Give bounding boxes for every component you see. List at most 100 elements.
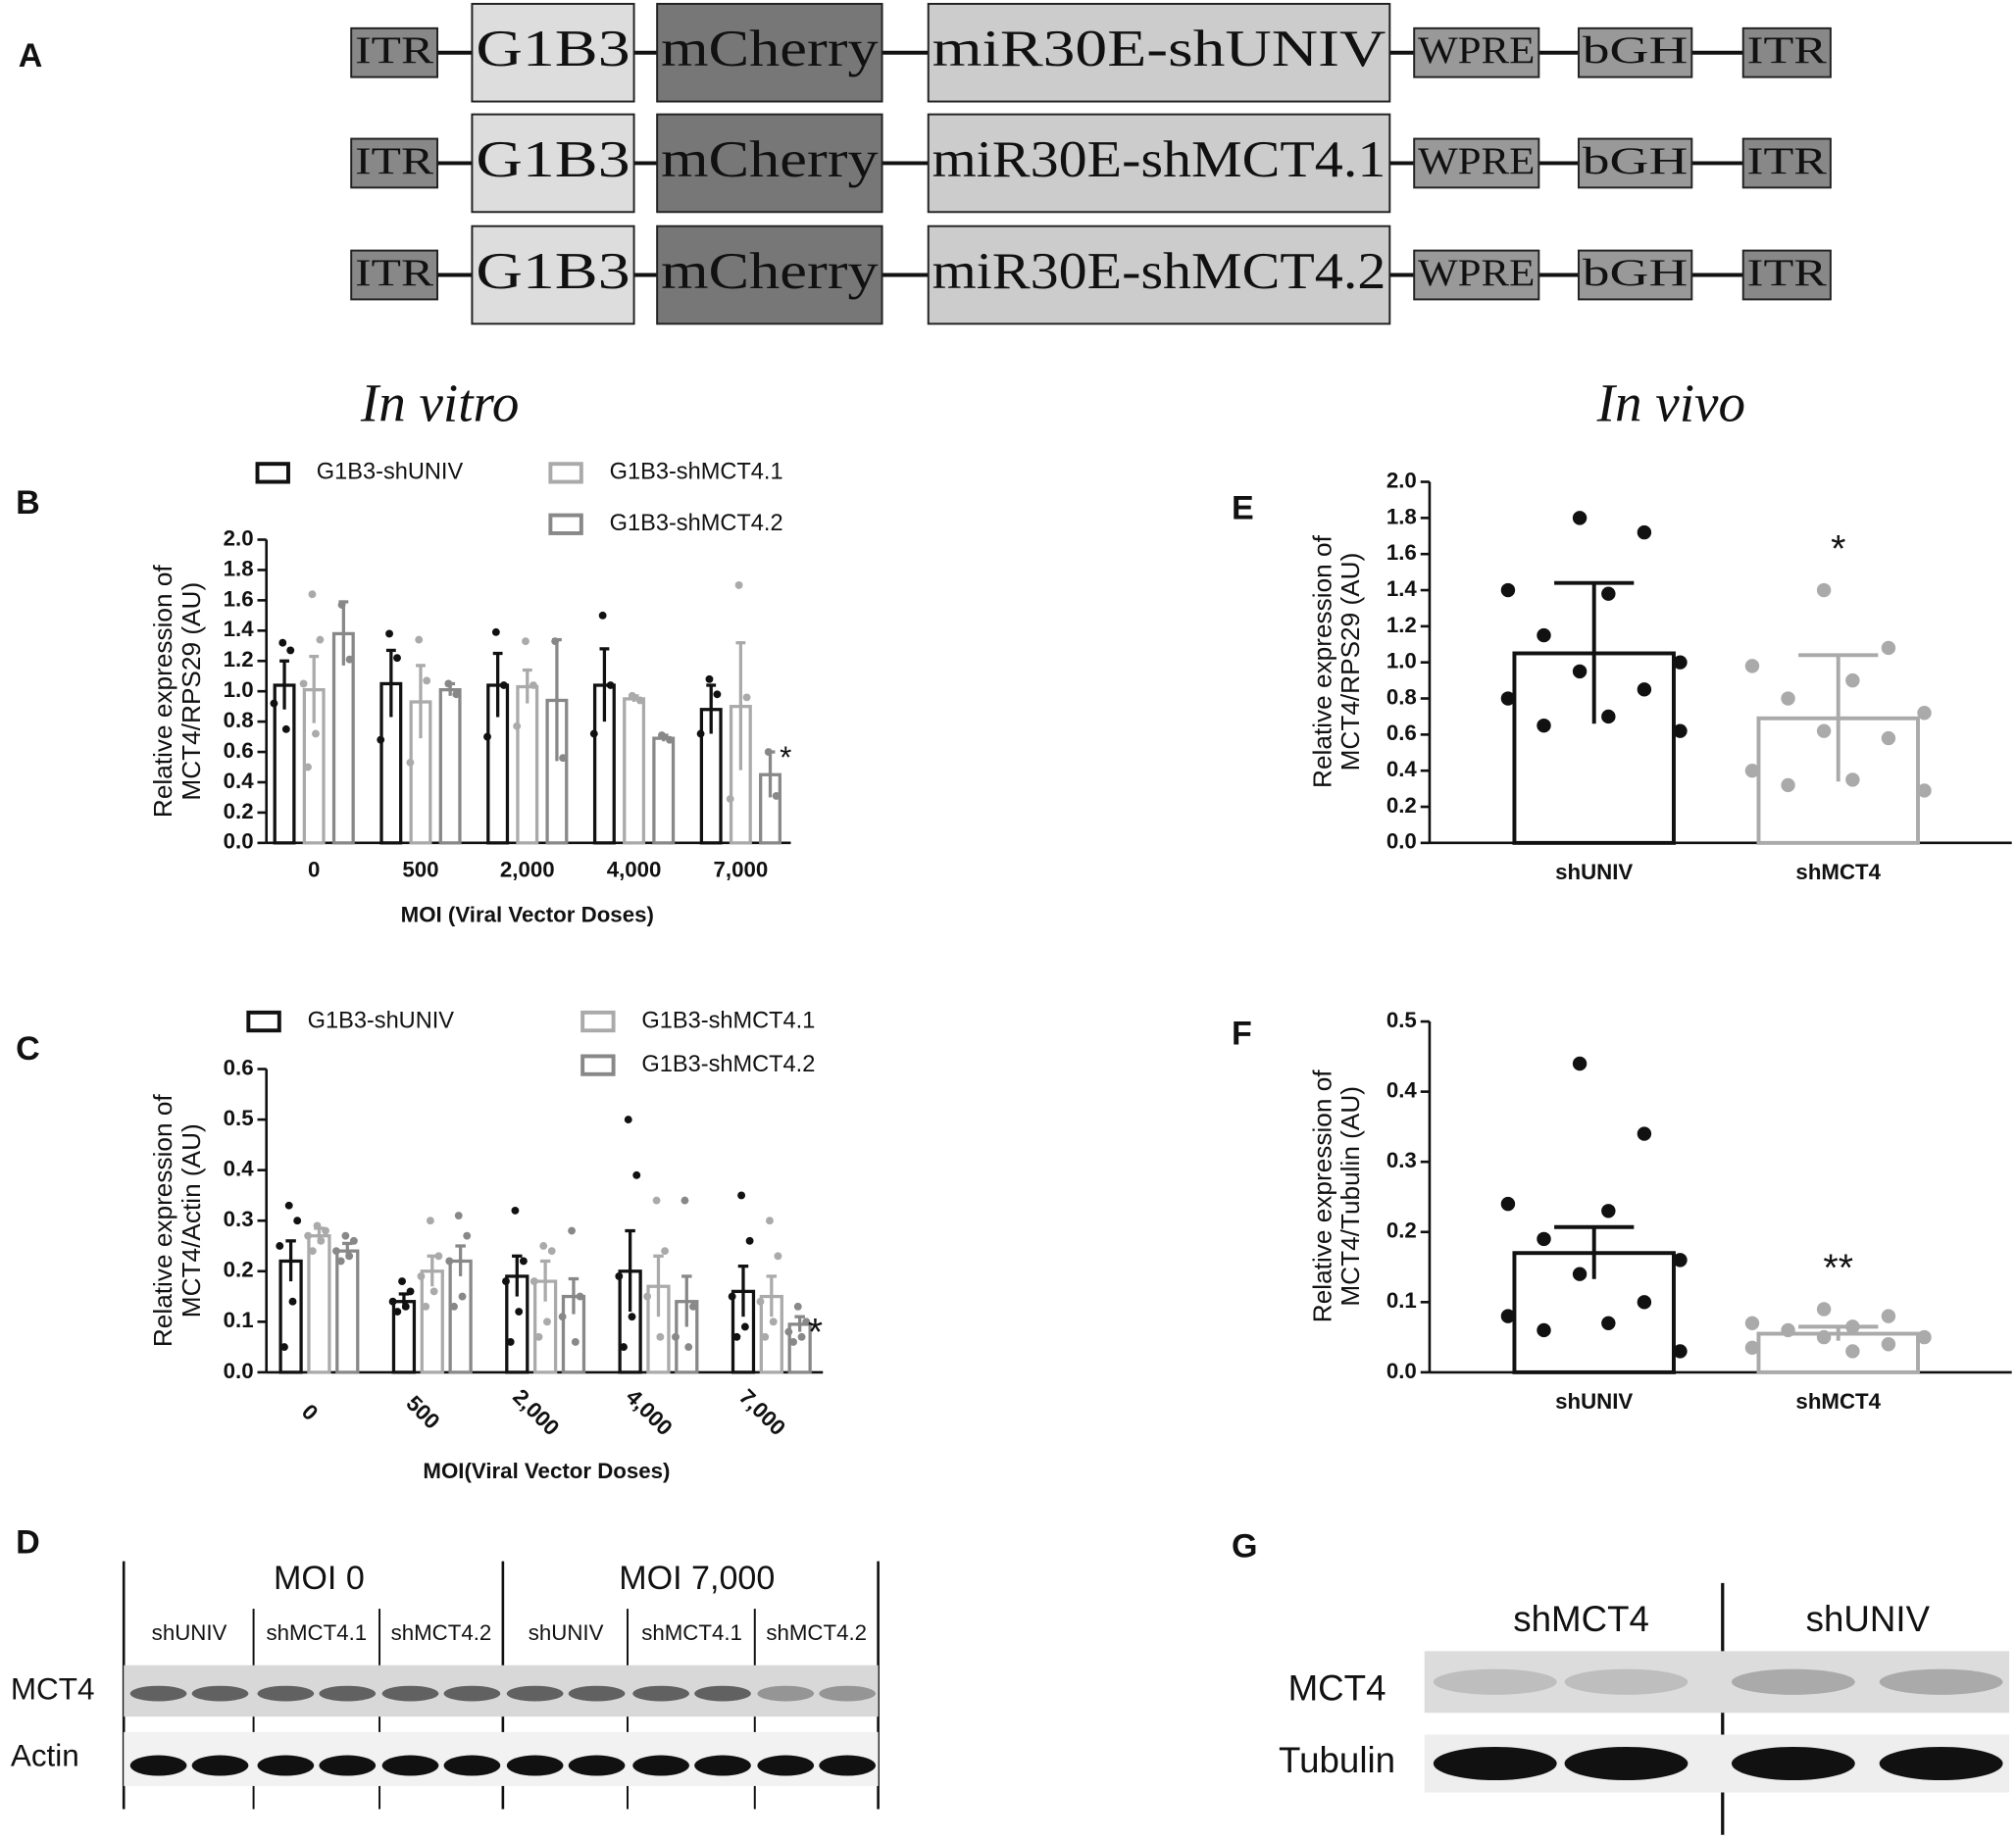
data-point [304,763,312,771]
data-point [452,690,461,699]
data-point [632,1170,641,1179]
band [129,1755,187,1776]
data-point [1673,723,1688,738]
legend-swatch [246,1010,281,1033]
construct-label: ITR [1747,139,1828,182]
data-point [635,696,644,705]
legend-swatch [580,1010,616,1033]
x-tick-label: shMCT4 [1795,860,1881,884]
data-point [1781,777,1795,793]
y-axis-title: Relative expression of [1307,1069,1336,1323]
legend-swatch [548,462,583,484]
data-point [732,1332,741,1341]
band [1433,1668,1557,1695]
data-point [598,611,607,620]
data-point [672,1332,680,1341]
y-tick-label: 0.5 [224,1106,254,1130]
construct-element [350,249,439,301]
data-point [270,699,278,708]
legend-label: G1B3-shMCT4.1 [641,1007,815,1032]
y-tick-label: 0.0 [1386,1359,1417,1383]
y-tick-label: 0.4 [224,769,255,793]
data-point [766,1217,774,1225]
data-point [628,1313,636,1321]
x-axis-title: MOI(Viral Vector Doses) [423,1459,670,1483]
panel-label: D [16,1524,40,1562]
x-tick-label: shUNIV [1555,860,1633,884]
x-tick-label: 500 [402,858,438,882]
y-tick-label: 0.3 [224,1207,254,1231]
data-point [772,791,781,800]
data-point [450,1302,458,1311]
legend-label: G1B3-shMCT4.2 [641,1051,815,1076]
row-label: MCT4 [1288,1668,1386,1709]
data-point [463,1231,472,1240]
data-point [559,754,568,763]
construct-label: WPRE [1418,28,1535,72]
band [819,1685,876,1702]
data-point [349,1236,358,1245]
data-point [802,1318,811,1326]
data-point [713,690,722,699]
x-tick-label: 7,000 [714,858,769,882]
data-point [312,729,320,738]
data-point [769,1318,778,1326]
construct-element [656,224,883,325]
x-tick-label: 2,000 [500,858,555,882]
y-tick-label: 0.4 [224,1157,255,1181]
band [819,1755,876,1776]
data-point [308,1247,317,1256]
x-tick-label: 0 [297,1399,323,1424]
y-tick-label: 0.6 [224,738,254,763]
band [1564,1668,1688,1695]
x-tick-label: 2,000 [508,1384,564,1440]
data-point [1816,723,1832,738]
x-tick-label: 4,000 [607,858,662,882]
data-point [322,1226,329,1235]
construct-label: WPRE [1418,139,1535,182]
y-tick-label: 2.0 [1386,468,1417,492]
construct-element [350,26,439,78]
data-point [688,1302,697,1311]
bar [516,684,539,845]
blot-group: MOI 7,000 [619,1560,775,1597]
y-axis-title: Relative expression of [1307,534,1336,788]
construct-element [1413,137,1540,189]
data-point [740,1322,749,1331]
data-point [393,654,401,663]
data-point [458,1292,467,1301]
y-tick-label: 0.4 [1386,1078,1418,1103]
data-point [728,1292,736,1301]
construct-label: G1B3 [476,131,630,188]
y-tick-label: 0.8 [1386,684,1417,709]
legend-label: G1B3-shMCT4.1 [610,459,783,484]
y-tick-label: 0.5 [1386,1008,1417,1032]
data-point [1637,524,1652,540]
lane-label: shMCT4 [1513,1599,1649,1639]
bar [438,688,462,845]
band [381,1685,439,1702]
construct-element [1741,26,1832,78]
lane-label: shMCT4.2 [391,1620,492,1645]
y-tick-label: 0.0 [1386,829,1417,854]
data-point [393,1308,402,1316]
data-point [1537,1231,1551,1247]
lane-label: shMCT4.2 [766,1620,867,1645]
data-point [571,1338,580,1346]
lane-label: shMCT4.1 [266,1620,367,1645]
band [568,1755,626,1776]
data-point [624,1116,632,1124]
band [1879,1746,2003,1781]
lane-label: shUNIV [529,1620,604,1645]
band [632,1755,689,1776]
y-axis-title: MCT4/Tubulin (AU) [1336,1086,1365,1307]
data-point [515,1308,524,1316]
y-axis-title: MCT4/RPS29 (AU) [176,582,206,801]
band [257,1755,315,1776]
significance: * [808,1311,823,1354]
data-point [1781,691,1795,706]
construct-label: ITR [1747,251,1828,294]
data-point [1816,582,1832,598]
data-point [293,1217,302,1225]
